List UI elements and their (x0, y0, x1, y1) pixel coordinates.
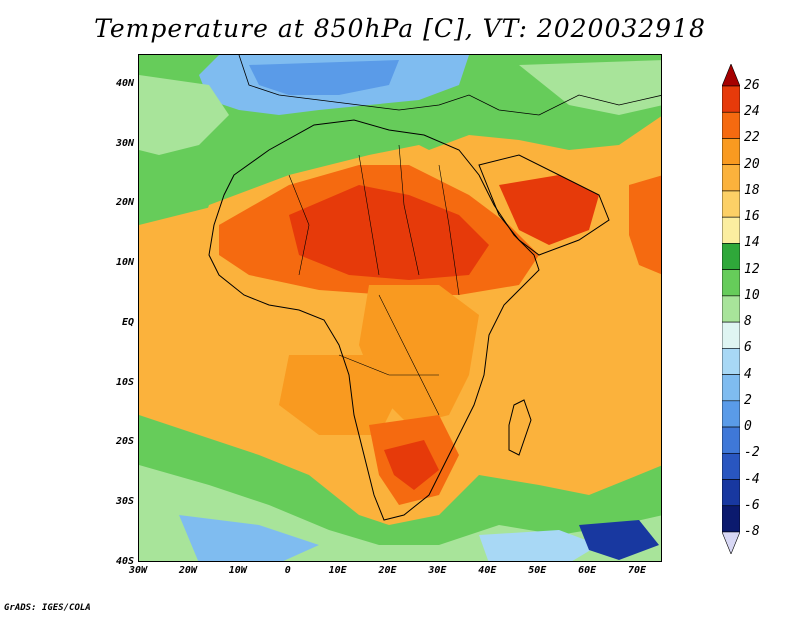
colorbar-cell (721, 452, 741, 480)
colorbar-level-label: -2 (744, 445, 760, 461)
colorbar-cell (721, 426, 741, 454)
lat-tick-label: 10S (115, 376, 134, 388)
colorbar (721, 63, 741, 555)
colorbar-cell (721, 164, 741, 192)
colorbar-cell (721, 479, 741, 507)
lon-tick-label: 10E (328, 565, 347, 576)
lon-tick-label: 20W (178, 565, 197, 576)
india-warm (629, 175, 661, 275)
europe-coastline (238, 55, 661, 116)
colorbar-level-label: 0 (744, 419, 752, 435)
atlantic-cool-area (139, 75, 229, 155)
lon-tick-label: 40E (478, 565, 497, 576)
colorbar-svg (721, 63, 741, 555)
country-borders (288, 144, 460, 416)
lon-tick-label: 60E (578, 565, 597, 576)
colorbar-cell (721, 295, 741, 323)
grads-credit: GrADS: IGES/COLA (4, 603, 91, 613)
colorbar-cell (721, 505, 741, 533)
asia-cool-area (519, 60, 661, 115)
colorbar-level-label: 8 (744, 314, 752, 330)
lat-tick-label: 40N (115, 77, 134, 89)
colorbar-level-label: 10 (744, 287, 760, 303)
colorbar-cell (721, 400, 741, 428)
temperature-map (138, 54, 662, 562)
lon-tick-label: 50E (528, 565, 547, 576)
lat-tick-label: 30S (115, 496, 134, 508)
southern-ocean-cold (479, 530, 599, 561)
lat-tick-label: 20S (115, 436, 134, 448)
colorbar-level-label: 24 (744, 104, 760, 120)
colorbar-cell (721, 374, 741, 402)
colorbar-cell (721, 269, 741, 297)
colorbar-level-label: 12 (744, 261, 760, 277)
colorbar-level-label: -8 (744, 524, 760, 539)
africa-coastline (208, 119, 540, 521)
colorbar-cell (721, 216, 741, 244)
arabia-hot (499, 175, 599, 245)
colorbar-level-label: 26 (744, 78, 760, 93)
colorbar-cell (721, 63, 741, 87)
colorbar-level-label: 6 (744, 340, 752, 356)
colorbar-level-label: 20 (744, 156, 760, 172)
colorbar-cell (721, 531, 741, 555)
colorbar-cell (721, 348, 741, 375)
lon-tick-label: 0 (284, 565, 291, 576)
lat-tick-label: 40S (115, 556, 134, 567)
colorbar-level-label: 4 (744, 366, 752, 382)
lat-tick-label: EQ (121, 316, 134, 328)
colorbar-level-label: -4 (744, 471, 760, 487)
sahel-very-hot (289, 185, 489, 280)
southern-ocean-very-cold (579, 520, 659, 560)
lon-tick-label: 70E (628, 565, 647, 576)
lon-tick-label: 20E (378, 565, 397, 576)
colorbar-cell (721, 243, 741, 270)
lat-tick-label: 30N (115, 137, 134, 149)
south-atlantic-warm (279, 355, 399, 435)
kalahari-very-hot (384, 440, 439, 490)
colorbar-level-label: -6 (744, 497, 760, 513)
colorbar-level-label: 14 (744, 235, 760, 251)
south-atlantic-cold (179, 515, 319, 561)
colorbar-level-label: 16 (744, 209, 760, 225)
madagascar-coastline (508, 399, 532, 456)
map-title: Temperature at 850hPa [C], VT: 202003291… (94, 14, 706, 43)
colorbar-cell (721, 190, 741, 218)
colorbar-cell (721, 321, 741, 349)
lon-tick-label: 10W (228, 565, 247, 576)
colorbar-level-label: 2 (744, 392, 752, 408)
arabia-coastline (478, 154, 610, 256)
lat-tick-label: 10N (115, 257, 134, 269)
lon-tick-label: 30E (428, 565, 447, 576)
colorbar-level-label: 18 (744, 182, 760, 198)
colder-north-area (249, 60, 399, 95)
lat-tick-label: 20N (115, 197, 134, 209)
colorbar-cell (721, 111, 741, 139)
colorbar-cell (721, 138, 741, 166)
colorbar-level-label: 22 (744, 130, 760, 146)
colorbar-cell (721, 85, 741, 113)
lon-tick-label: 30W (128, 565, 148, 576)
map-canvas (139, 55, 661, 561)
